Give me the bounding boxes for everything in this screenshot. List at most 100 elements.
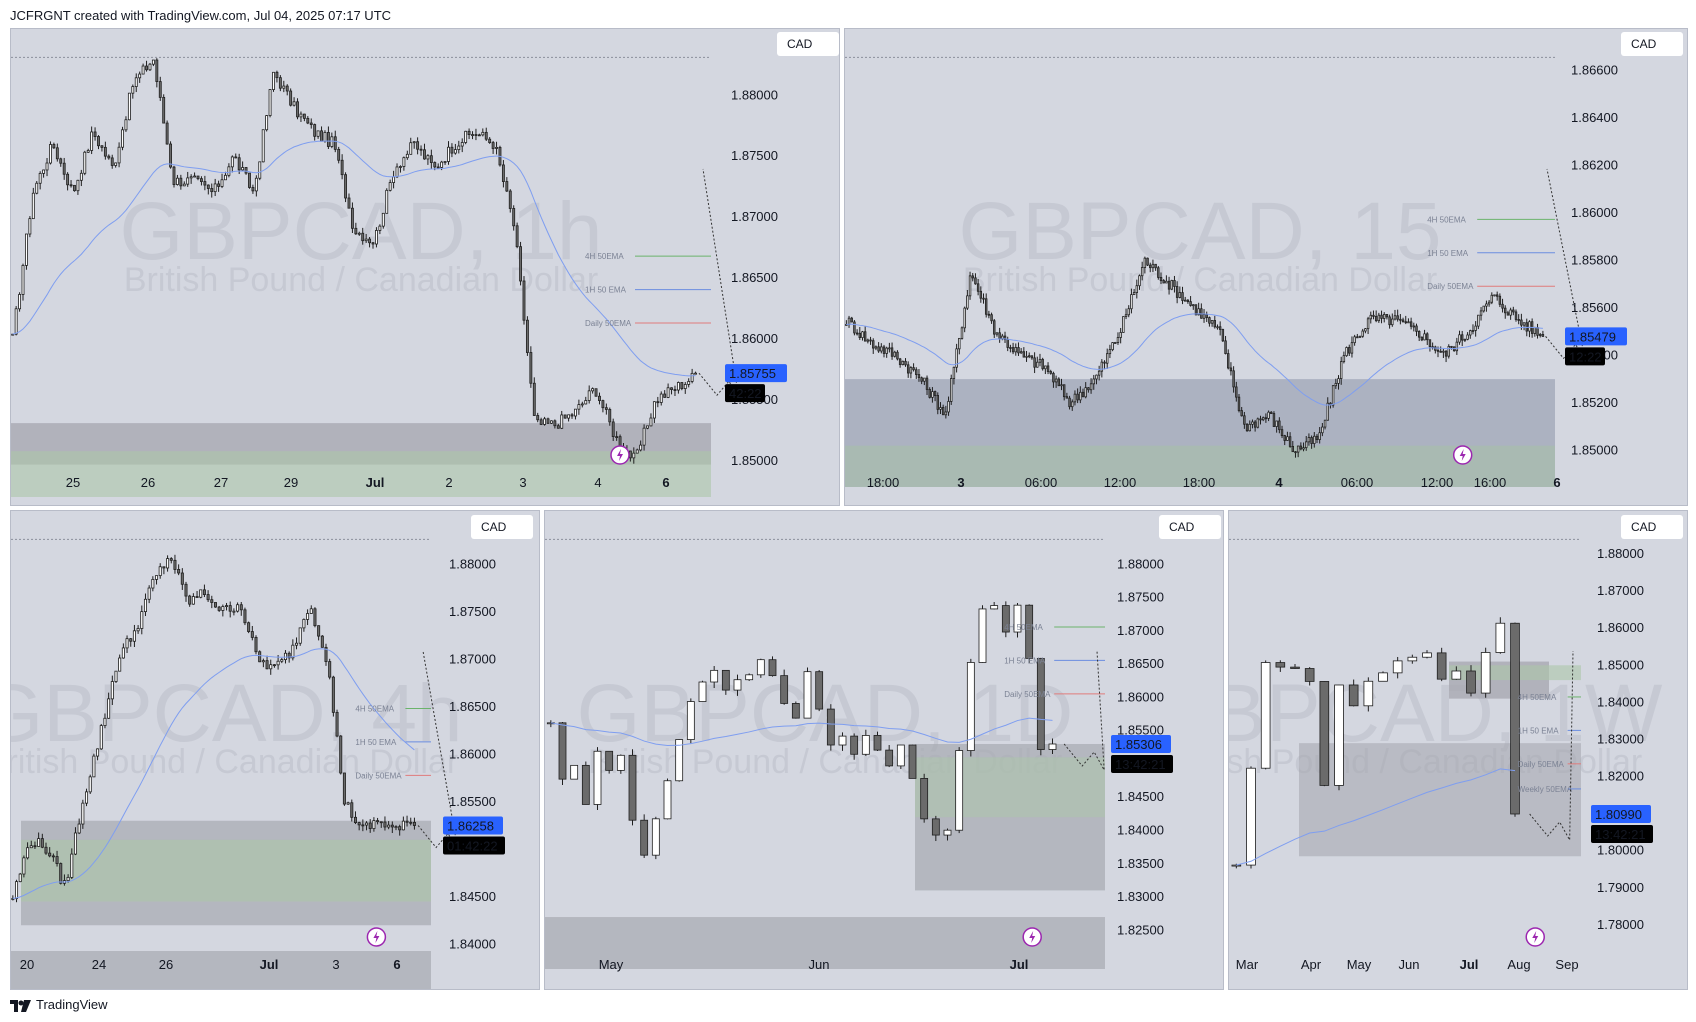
candle xyxy=(292,97,296,107)
candle xyxy=(877,342,880,353)
ema-level-label: 1H 50 EMA xyxy=(1427,249,1469,258)
candle xyxy=(1175,281,1179,304)
y-tick-label: 1.86500 xyxy=(449,699,496,714)
candle xyxy=(247,621,251,634)
candle xyxy=(950,374,953,405)
lightning-glyph xyxy=(617,449,623,461)
candle xyxy=(635,448,639,454)
candle xyxy=(1321,422,1324,437)
currency-label[interactable]: CAD xyxy=(1621,32,1683,56)
candle xyxy=(189,174,193,184)
chart-panel-15m[interactable]: GBPCAD, 15 British Pound / Canadian Dolla… xyxy=(844,28,1688,506)
candle xyxy=(313,607,317,628)
candle xyxy=(1186,299,1190,304)
chart-panel-1w[interactable]: GBPCAD, 1WBritish Pound / Canadian Dolla… xyxy=(1228,510,1688,990)
candle xyxy=(134,73,138,93)
ema-level-label: 4H 50EMA xyxy=(1518,693,1557,702)
x-tick-label: Aug xyxy=(1507,957,1530,972)
candle xyxy=(1304,667,1315,686)
x-tick-label: 06:00 xyxy=(1341,475,1374,490)
x-tick-label: May xyxy=(1347,957,1372,972)
candle xyxy=(55,143,59,162)
candle xyxy=(141,63,145,75)
ema-level-label: 4H 50EMA xyxy=(585,252,624,261)
candle xyxy=(803,667,812,719)
candle xyxy=(584,396,588,405)
candle xyxy=(1245,423,1249,432)
candle xyxy=(250,625,254,641)
currency-label[interactable]: CAD xyxy=(1621,515,1683,539)
price-tag xyxy=(443,816,503,835)
candle xyxy=(350,202,354,234)
countdown-timer-label: 12:22 xyxy=(1569,349,1602,364)
candle xyxy=(1267,410,1270,422)
candle xyxy=(165,120,169,145)
candle xyxy=(398,824,402,836)
y-tick-label: 1.86000 xyxy=(449,746,496,761)
candle xyxy=(944,405,948,419)
candle xyxy=(460,138,464,153)
candle xyxy=(1450,345,1453,350)
candle xyxy=(114,162,118,168)
candle xyxy=(1377,312,1381,323)
candle xyxy=(1369,311,1372,324)
candle xyxy=(553,419,557,429)
candle xyxy=(1149,262,1152,273)
candle xyxy=(1017,342,1020,356)
currency-label[interactable]: CAD xyxy=(777,32,839,56)
candle xyxy=(976,279,980,296)
countdown-timer xyxy=(725,384,765,403)
candle xyxy=(298,627,302,646)
y-tick-label: 1.85500 xyxy=(1117,723,1164,738)
countdown-timer-label: 01:42:22 xyxy=(447,839,498,854)
currency-label[interactable]: CAD xyxy=(1159,515,1221,539)
candle xyxy=(532,377,536,416)
candle xyxy=(1011,342,1015,355)
candle xyxy=(18,872,22,883)
candle xyxy=(1213,315,1216,329)
candle xyxy=(1216,324,1219,330)
candle xyxy=(1165,275,1168,284)
candle xyxy=(987,310,991,319)
chart-svg-1w[interactable]: GBPCAD, 1WBritish Pound / Canadian Dolla… xyxy=(1229,511,1687,989)
price-tag-label: 1.85306 xyxy=(1115,737,1162,752)
candle xyxy=(464,130,468,145)
candle xyxy=(1388,314,1391,329)
lower-zone xyxy=(11,951,431,989)
candle xyxy=(874,345,878,351)
candle xyxy=(76,179,80,195)
candle xyxy=(1385,314,1389,320)
ema-level-label: 1H 50 EMA xyxy=(1004,656,1046,665)
candle xyxy=(939,402,942,414)
candle xyxy=(383,816,387,831)
candle xyxy=(580,401,584,408)
candle xyxy=(563,414,567,419)
candle xyxy=(1100,359,1104,378)
chart-panel-4h[interactable]: GBPCAD, 4h British Pound / Canadian Dolla… xyxy=(10,510,540,990)
currency-label[interactable]: CAD xyxy=(471,515,533,539)
candle xyxy=(673,385,677,397)
ema-level-label: Daily 50EMA xyxy=(585,319,632,328)
candle xyxy=(328,658,332,680)
chart-panel-1h[interactable]: GBPCAD, 1h British Pound / Canadian Dolla… xyxy=(10,28,840,506)
candle xyxy=(1477,314,1480,330)
candle xyxy=(1178,286,1182,299)
watermark-symbol: GBPCAD, 15 xyxy=(958,186,1441,277)
candle xyxy=(151,576,155,592)
candle xyxy=(1509,307,1512,320)
candle xyxy=(1240,406,1243,417)
candle xyxy=(663,390,667,398)
candle xyxy=(1510,622,1520,817)
candle xyxy=(880,343,883,354)
candle xyxy=(680,382,684,391)
candle xyxy=(11,895,15,901)
candle xyxy=(206,590,210,602)
candle xyxy=(1512,306,1515,316)
candle xyxy=(436,163,440,169)
chart-panel-1d[interactable]: GBPCAD, 1D British Pound / Canadian Dolla… xyxy=(544,510,1224,990)
candle xyxy=(347,193,351,209)
